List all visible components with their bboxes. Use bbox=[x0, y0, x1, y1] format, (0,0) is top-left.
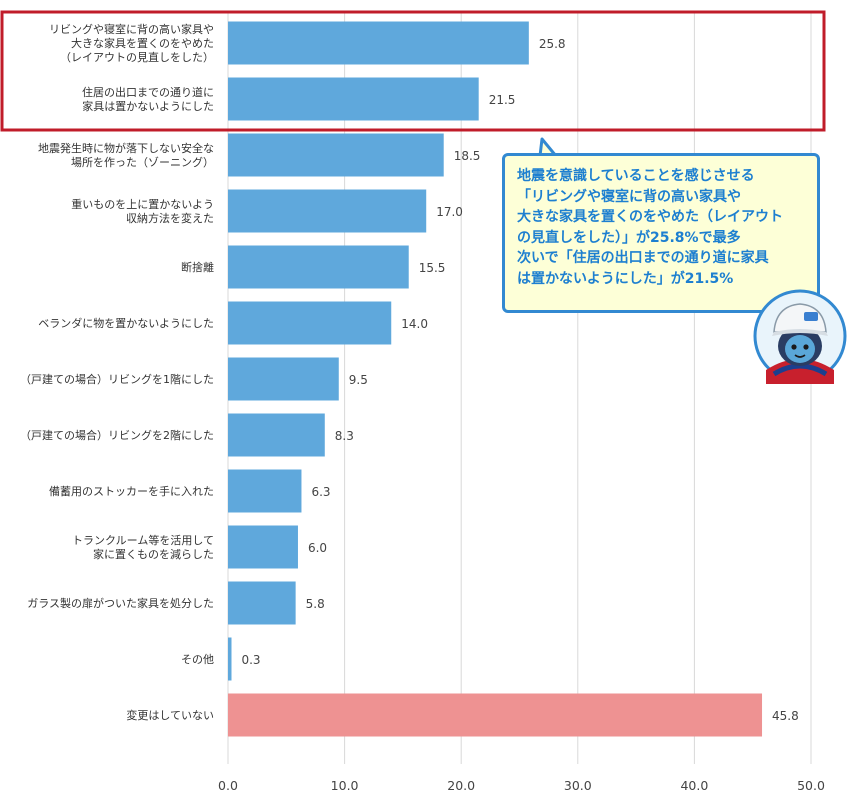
x-tick-label: 10.0 bbox=[331, 778, 359, 793]
category-label: 家具は置かないようにした bbox=[82, 99, 214, 113]
bar bbox=[228, 133, 444, 177]
highlight-box bbox=[0, 10, 826, 132]
value-label: 5.8 bbox=[306, 597, 325, 611]
bar bbox=[228, 525, 298, 569]
bar bbox=[228, 245, 409, 289]
value-label: 45.8 bbox=[772, 709, 799, 723]
callout-line: は置かないようにした」が21.5% bbox=[517, 270, 734, 287]
bars bbox=[228, 21, 763, 737]
bar bbox=[228, 469, 302, 513]
bar bbox=[228, 301, 392, 345]
category-label: その他 bbox=[181, 653, 214, 666]
bar bbox=[228, 637, 232, 681]
callout-line: 地震を意識していることを感じさせる bbox=[517, 168, 755, 184]
category-label: （レイアウトの見直しをした） bbox=[60, 50, 214, 64]
x-tick-label: 50.0 bbox=[797, 778, 825, 793]
category-labels: リビングや寝室に背の高い家具や大きな家具を置くのをやめた（レイアウトの見直しをし… bbox=[20, 22, 214, 722]
category-label: トランクルーム等を活用して bbox=[72, 533, 214, 547]
value-label: 0.3 bbox=[241, 653, 260, 667]
category-label: ベランダに物を置かないようにした bbox=[38, 316, 214, 330]
category-label: 備蓄用のストッカーを手に入れた bbox=[49, 484, 214, 498]
x-axis-ticks: 0.0 10.0 20.0 30.0 40.0 50.0 bbox=[218, 778, 825, 793]
category-label: 地震発生時に物が落下しない安全な bbox=[38, 141, 214, 155]
value-label: 14.0 bbox=[401, 317, 428, 331]
value-label: 17.0 bbox=[436, 205, 463, 219]
category-label: ガラス製の扉がついた家具を処分した bbox=[27, 596, 214, 610]
x-tick-label: 30.0 bbox=[564, 778, 592, 793]
value-label: 25.8 bbox=[539, 37, 566, 51]
bar bbox=[228, 413, 325, 457]
bar bbox=[228, 189, 427, 233]
x-tick-label: 40.0 bbox=[680, 778, 708, 793]
category-label: 場所を作った（ゾーニング） bbox=[71, 155, 214, 169]
category-label: （戸建ての場合）リビングを1階にした bbox=[20, 372, 214, 386]
category-label: 断捨離 bbox=[181, 260, 214, 274]
value-label: 8.3 bbox=[335, 429, 354, 443]
bar bbox=[228, 77, 479, 121]
category-label: リビングや寝室に背の高い家具や bbox=[49, 22, 214, 36]
bar bbox=[228, 21, 529, 65]
bar bbox=[228, 693, 763, 737]
callout-line: の見直しをした）」が25.8%で最多 bbox=[517, 229, 741, 246]
x-tick-label: 20.0 bbox=[447, 778, 475, 793]
category-label: 変更はしていない bbox=[126, 708, 214, 722]
category-label: 重いものを上に置かないよう bbox=[71, 197, 214, 211]
callout-line: 大きな家具を置くのをやめた（レイアウト bbox=[517, 209, 783, 225]
category-label: 収納方法を変えた bbox=[126, 211, 214, 225]
category-label: 家に置くものを減らした bbox=[93, 547, 214, 561]
mascot-character-icon bbox=[753, 289, 847, 384]
value-label: 6.3 bbox=[311, 485, 330, 499]
bar bbox=[228, 357, 339, 401]
callout-line: 「リビングや寝室に背の高い家具や bbox=[517, 188, 741, 205]
value-label: 21.5 bbox=[489, 93, 516, 107]
bar bbox=[228, 581, 296, 625]
value-label: 15.5 bbox=[419, 261, 446, 275]
category-label: 住居の出口までの通り道に bbox=[82, 85, 214, 99]
value-label: 9.5 bbox=[349, 373, 368, 387]
value-labels: 25.8 21.5 18.5 17.0 15.5 14.0 9.5 8.3 6.3 6.0 5.8 0… bbox=[241, 37, 798, 723]
callout-text: 地震を意識していることを感じさせる 「リビングや寝室に背の高い家具や 大きな家具… bbox=[517, 166, 817, 289]
value-label: 18.5 bbox=[454, 149, 481, 163]
x-tick-label: 0.0 bbox=[218, 778, 238, 793]
category-label: 大きな家具を置くのをやめた bbox=[71, 36, 214, 50]
category-label: （戸建ての場合）リビングを2階にした bbox=[20, 428, 214, 442]
value-label: 6.0 bbox=[308, 541, 327, 555]
callout-box: 地震を意識していることを感じさせる 「リビングや寝室に背の高い家具や 大きな家具… bbox=[502, 153, 820, 313]
callout-line: 次いで「住居の出口までの通り道に家具 bbox=[517, 250, 769, 266]
